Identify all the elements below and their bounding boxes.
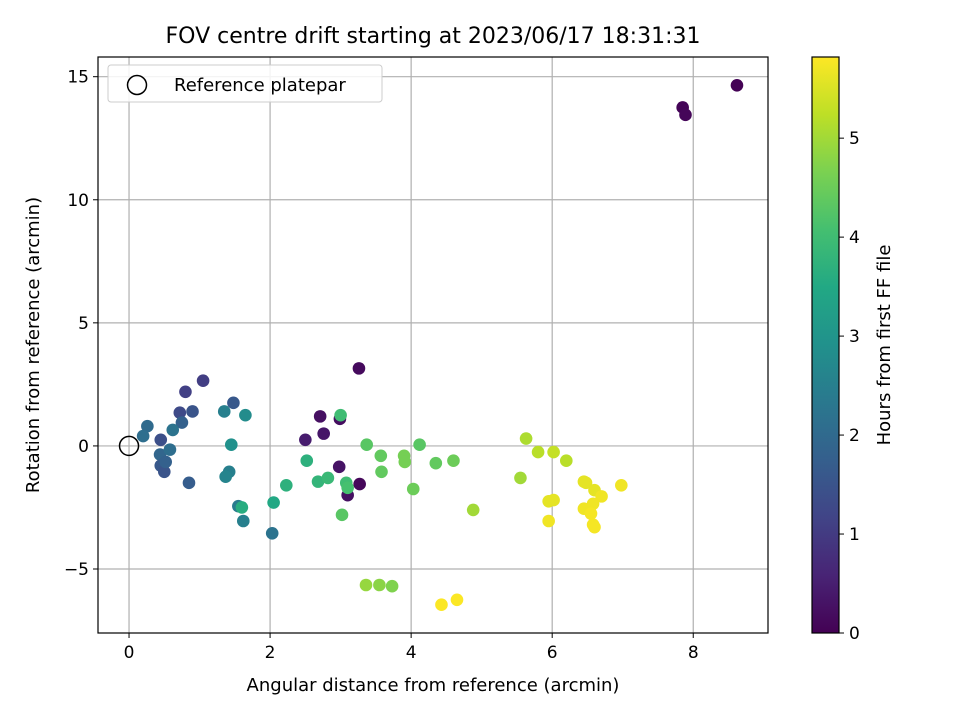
data-point (519, 432, 533, 445)
data-point (173, 406, 187, 419)
y-tick-label: 5 (78, 314, 89, 334)
data-point (267, 496, 280, 509)
data-point (239, 408, 252, 422)
x-tick-label: 4 (406, 643, 417, 663)
colorbar-tick-label: 5 (849, 129, 860, 149)
data-point (373, 578, 386, 592)
data-point (352, 362, 366, 375)
colorbar-tick-label: 4 (849, 228, 860, 248)
data-point (235, 501, 249, 514)
colorbar-tick-label: 3 (849, 327, 860, 347)
legend: Reference platepar (107, 64, 383, 103)
x-axis-ticks: 0 2 4 6 8 (124, 633, 699, 663)
data-point (514, 471, 527, 485)
x-tick-label: 0 (124, 643, 135, 663)
data-point (429, 456, 443, 470)
y-tick-label: 0 (78, 437, 89, 457)
data-point (584, 507, 598, 520)
data-point (547, 445, 560, 459)
data-points (136, 79, 744, 611)
data-point (224, 438, 238, 451)
data-point (353, 477, 366, 491)
y-tick-label: 10 (67, 191, 89, 211)
data-point (217, 405, 231, 418)
data-point (615, 479, 628, 492)
data-point (447, 454, 460, 467)
data-point (159, 455, 173, 469)
data-point (332, 460, 346, 474)
x-tick-label: 6 (547, 643, 558, 663)
colorbar-ticks: 0 1 2 3 4 5 (839, 129, 860, 644)
data-point (559, 454, 573, 467)
data-point (466, 503, 480, 517)
data-point (542, 495, 555, 508)
data-point (313, 410, 327, 423)
data-point (196, 374, 210, 387)
y-tick-label: −5 (64, 560, 89, 580)
x-tick-label: 2 (265, 643, 276, 663)
data-point (542, 514, 555, 528)
x-axis-label: Angular distance from reference (arcmin) (247, 675, 620, 696)
y-axis-ticks: −5 0 5 10 15 (64, 68, 98, 580)
data-point (531, 445, 545, 459)
data-point (579, 476, 593, 490)
data-point (300, 454, 314, 467)
data-point (450, 593, 464, 607)
colorbar-label: Hours from first FF file (874, 245, 895, 446)
data-point (375, 465, 388, 479)
data-point (166, 423, 180, 437)
data-point (219, 470, 232, 483)
legend-reference-label: Reference platepar (174, 75, 346, 96)
data-point (595, 490, 608, 503)
data-point (175, 416, 189, 429)
data-point (435, 598, 448, 611)
plot-frame (97, 56, 769, 634)
data-point (136, 429, 150, 443)
data-point (413, 438, 426, 451)
data-point (588, 520, 601, 534)
data-point (280, 479, 293, 492)
data-point (334, 408, 347, 422)
data-point (157, 465, 171, 479)
grid (98, 57, 768, 633)
colorbar-gradient (811, 56, 840, 634)
y-axis-label: Rotation from reference (arcmin) (23, 197, 44, 493)
data-point (679, 108, 692, 122)
data-point (385, 579, 399, 593)
legend-box (107, 64, 383, 103)
colorbar-tick-label: 0 (849, 624, 860, 644)
colorbar-tick-label: 2 (849, 426, 860, 446)
data-point (141, 419, 154, 433)
data-point (341, 481, 354, 495)
data-point (360, 438, 374, 451)
colorbar: 0 1 2 3 4 5 Hours from first FF file (811, 56, 895, 644)
data-point (311, 475, 325, 488)
data-point (299, 433, 312, 447)
data-point (182, 476, 196, 490)
reference-platepar-marker (118, 435, 140, 457)
data-point (317, 427, 330, 440)
data-point (179, 385, 192, 399)
data-point (398, 455, 412, 469)
data-point (265, 527, 279, 540)
x-tick-label: 8 (688, 643, 699, 663)
legend-reference-marker (126, 74, 148, 96)
data-point (236, 514, 250, 528)
data-point (335, 508, 349, 522)
data-point (154, 433, 168, 447)
data-point (321, 471, 335, 485)
chart-title: FOV centre drift starting at 2023/06/17 … (166, 24, 701, 49)
data-point (406, 482, 420, 496)
colorbar-tick-label: 1 (849, 525, 860, 545)
data-point (227, 396, 240, 410)
data-point (186, 405, 199, 418)
y-tick-label: 15 (67, 68, 89, 88)
data-point (730, 79, 744, 92)
data-point (163, 443, 177, 456)
data-point (374, 449, 388, 463)
data-point (359, 578, 373, 592)
